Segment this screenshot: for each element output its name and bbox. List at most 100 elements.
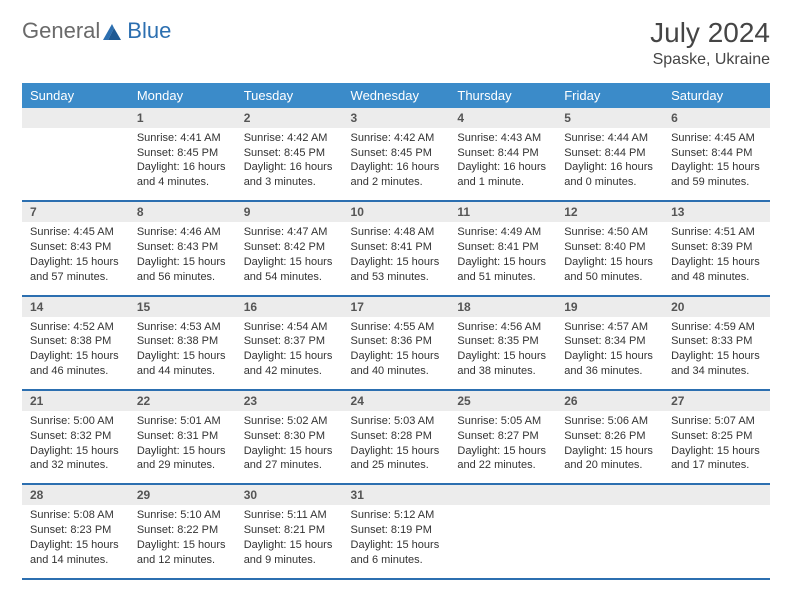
- daynum-row: 21222324252627: [22, 390, 770, 411]
- day-line: Sunrise: 4:59 AM: [671, 320, 762, 335]
- day-line: Sunrise: 4:49 AM: [457, 225, 548, 240]
- day-body: Sunrise: 4:47 AMSunset: 8:42 PMDaylight:…: [236, 222, 343, 295]
- day-body: Sunrise: 5:08 AMSunset: 8:23 PMDaylight:…: [22, 505, 129, 578]
- day-line: Sunset: 8:41 PM: [351, 240, 442, 255]
- day-line: and 4 minutes.: [137, 175, 228, 190]
- day-line: Sunrise: 4:55 AM: [351, 320, 442, 335]
- day-line: and 34 minutes.: [671, 364, 762, 379]
- day-line: and 57 minutes.: [30, 270, 121, 285]
- day-line: Sunrise: 4:46 AM: [137, 225, 228, 240]
- day-line: Sunset: 8:36 PM: [351, 334, 442, 349]
- day-body: Sunrise: 5:10 AMSunset: 8:22 PMDaylight:…: [129, 505, 236, 578]
- day-line: and 42 minutes.: [244, 364, 335, 379]
- day-line: and 38 minutes.: [457, 364, 548, 379]
- day-line: Sunset: 8:28 PM: [351, 429, 442, 444]
- day-line: and 50 minutes.: [564, 270, 655, 285]
- day-line: Sunrise: 4:45 AM: [30, 225, 121, 240]
- day-number: 28: [22, 484, 129, 505]
- day-line: Sunrise: 5:08 AM: [30, 508, 121, 523]
- day-line: Daylight: 15 hours: [671, 349, 762, 364]
- day-line: Daylight: 15 hours: [564, 255, 655, 270]
- day-body: Sunrise: 4:41 AMSunset: 8:45 PMDaylight:…: [129, 128, 236, 201]
- day-body: Sunrise: 4:59 AMSunset: 8:33 PMDaylight:…: [663, 317, 770, 390]
- day-line: Daylight: 15 hours: [671, 160, 762, 175]
- daybody-row: Sunrise: 4:45 AMSunset: 8:43 PMDaylight:…: [22, 222, 770, 295]
- day-line: Sunset: 8:45 PM: [244, 146, 335, 161]
- day-body: Sunrise: 5:03 AMSunset: 8:28 PMDaylight:…: [343, 411, 450, 484]
- day-line: Sunset: 8:42 PM: [244, 240, 335, 255]
- day-line: Daylight: 15 hours: [137, 444, 228, 459]
- day-line: Sunset: 8:44 PM: [457, 146, 548, 161]
- dow-tuesday: Tuesday: [236, 83, 343, 108]
- day-number: 12: [556, 201, 663, 222]
- day-line: Daylight: 16 hours: [244, 160, 335, 175]
- day-number: 11: [449, 201, 556, 222]
- day-line: Sunrise: 5:03 AM: [351, 414, 442, 429]
- daynum-row: 78910111213: [22, 201, 770, 222]
- day-line: Sunset: 8:43 PM: [137, 240, 228, 255]
- day-line: Sunset: 8:41 PM: [457, 240, 548, 255]
- day-line: Daylight: 15 hours: [457, 444, 548, 459]
- day-line: Daylight: 15 hours: [671, 255, 762, 270]
- day-number: 1: [129, 108, 236, 128]
- day-line: Daylight: 15 hours: [137, 255, 228, 270]
- day-line: Sunset: 8:26 PM: [564, 429, 655, 444]
- day-line: Sunrise: 4:45 AM: [671, 131, 762, 146]
- daybody-row: Sunrise: 4:41 AMSunset: 8:45 PMDaylight:…: [22, 128, 770, 201]
- day-body: [663, 505, 770, 578]
- day-number: 22: [129, 390, 236, 411]
- day-body: [449, 505, 556, 578]
- day-line: Sunset: 8:40 PM: [564, 240, 655, 255]
- day-line: Sunrise: 4:42 AM: [351, 131, 442, 146]
- day-line: Sunrise: 5:06 AM: [564, 414, 655, 429]
- day-line: Sunrise: 4:56 AM: [457, 320, 548, 335]
- day-line: and 36 minutes.: [564, 364, 655, 379]
- day-body: Sunrise: 4:51 AMSunset: 8:39 PMDaylight:…: [663, 222, 770, 295]
- day-body: Sunrise: 5:07 AMSunset: 8:25 PMDaylight:…: [663, 411, 770, 484]
- day-line: Sunset: 8:27 PM: [457, 429, 548, 444]
- day-number: 6: [663, 108, 770, 128]
- day-line: and 12 minutes.: [137, 553, 228, 568]
- day-line: Daylight: 15 hours: [137, 538, 228, 553]
- daybody-row: Sunrise: 5:08 AMSunset: 8:23 PMDaylight:…: [22, 505, 770, 578]
- day-number: 27: [663, 390, 770, 411]
- day-line: Sunrise: 5:05 AM: [457, 414, 548, 429]
- day-line: Sunset: 8:39 PM: [671, 240, 762, 255]
- day-line: Sunrise: 5:10 AM: [137, 508, 228, 523]
- day-line: and 9 minutes.: [244, 553, 335, 568]
- day-number: 17: [343, 296, 450, 317]
- day-line: Sunset: 8:38 PM: [30, 334, 121, 349]
- day-line: and 27 minutes.: [244, 458, 335, 473]
- day-number: 31: [343, 484, 450, 505]
- day-line: Daylight: 15 hours: [457, 255, 548, 270]
- day-line: Sunrise: 4:41 AM: [137, 131, 228, 146]
- day-body: Sunrise: 4:52 AMSunset: 8:38 PMDaylight:…: [22, 317, 129, 390]
- day-line: Daylight: 15 hours: [30, 538, 121, 553]
- day-number: 29: [129, 484, 236, 505]
- day-line: Sunset: 8:23 PM: [30, 523, 121, 538]
- day-number: 9: [236, 201, 343, 222]
- day-line: and 6 minutes.: [351, 553, 442, 568]
- day-number: 13: [663, 201, 770, 222]
- calendar-table: Sunday Monday Tuesday Wednesday Thursday…: [22, 83, 770, 580]
- daybody-row: Sunrise: 4:52 AMSunset: 8:38 PMDaylight:…: [22, 317, 770, 390]
- day-body: Sunrise: 4:42 AMSunset: 8:45 PMDaylight:…: [236, 128, 343, 201]
- day-line: Daylight: 15 hours: [564, 444, 655, 459]
- day-line: Sunset: 8:44 PM: [564, 146, 655, 161]
- day-line: Daylight: 15 hours: [137, 349, 228, 364]
- day-line: Daylight: 15 hours: [457, 349, 548, 364]
- day-line: Sunrise: 4:48 AM: [351, 225, 442, 240]
- day-line: Sunrise: 5:12 AM: [351, 508, 442, 523]
- day-line: Daylight: 16 hours: [457, 160, 548, 175]
- day-line: and 17 minutes.: [671, 458, 762, 473]
- logo-triangle-icon: [103, 22, 125, 40]
- day-line: Sunset: 8:45 PM: [351, 146, 442, 161]
- day-line: Sunrise: 4:51 AM: [671, 225, 762, 240]
- daynum-row: 14151617181920: [22, 296, 770, 317]
- day-body: Sunrise: 5:02 AMSunset: 8:30 PMDaylight:…: [236, 411, 343, 484]
- day-number: 4: [449, 108, 556, 128]
- day-line: Sunset: 8:37 PM: [244, 334, 335, 349]
- day-line: Sunset: 8:30 PM: [244, 429, 335, 444]
- day-line: and 51 minutes.: [457, 270, 548, 285]
- dow-thursday: Thursday: [449, 83, 556, 108]
